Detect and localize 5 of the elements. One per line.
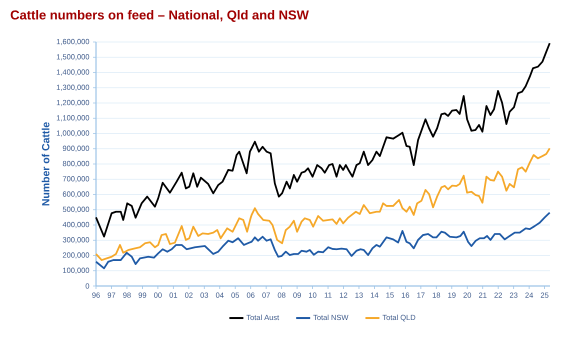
line-series (95, 212, 551, 270)
line-series (95, 147, 551, 261)
chart-title: Cattle numbers on feed – National, Qld and NSW (10, 10, 309, 22)
y-axis-title: Number of Cattle (42, 122, 50, 206)
line-series (95, 42, 551, 238)
